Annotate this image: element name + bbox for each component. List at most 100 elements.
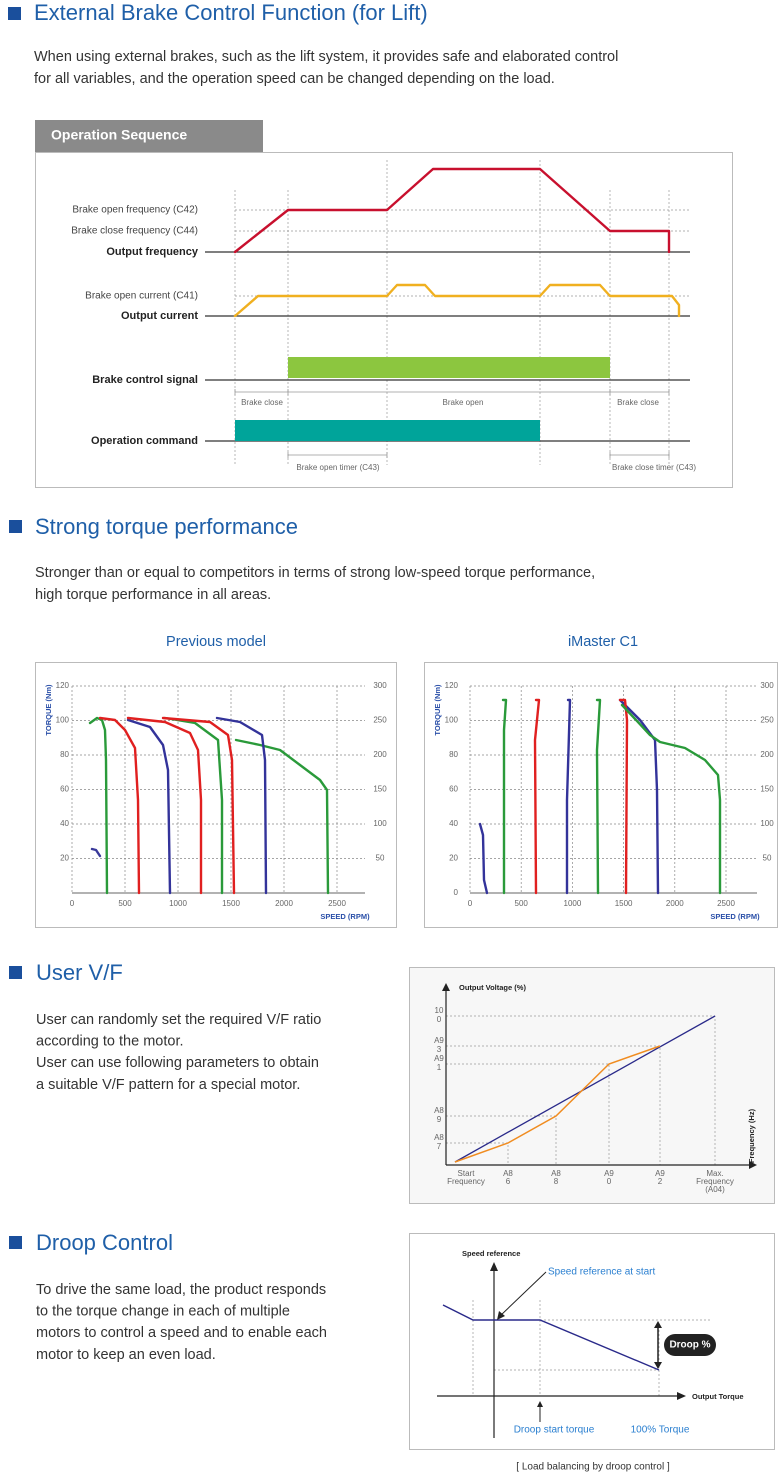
y2-tick-label: 200 (760, 750, 774, 759)
y2-tick-label: 150 (760, 785, 774, 794)
paragraph-line: a suitable V/F pattern for a special mot… (36, 1077, 300, 1093)
operation-sequence (35, 120, 733, 488)
x-axis-label: Output Torque (692, 1392, 744, 1401)
x-tick-label: Max. (706, 1169, 723, 1178)
section-marker (9, 520, 22, 533)
y-tick-label: 0 (437, 1015, 442, 1024)
chart-frame (35, 662, 397, 928)
signal-label: Brake close frequency (C44) (71, 226, 198, 237)
torque-curves-imaster (478, 698, 722, 895)
annotation: Droop start torque (514, 1425, 595, 1436)
vf-diagram (409, 967, 775, 1204)
x-tick-label: 500 (118, 899, 132, 908)
y-tick-label: 20 (60, 854, 69, 863)
y2-tick-label: 200 (373, 750, 387, 759)
x-tick-label: 2000 (275, 899, 293, 908)
paragraph-line: motor to keep an even load. (36, 1347, 216, 1363)
y-tick-label: 100 (445, 716, 459, 725)
y-tick-label: 9 (437, 1115, 442, 1124)
y-tick-label: 10 (435, 1006, 444, 1015)
x-tick-label: A8 (503, 1169, 513, 1178)
droop-diagram (409, 1233, 775, 1450)
x-tick-label: 1000 (564, 899, 582, 908)
signal-label: Operation command (91, 435, 198, 447)
x-tick-label: 2500 (328, 899, 346, 908)
section-title: Strong torque performance (35, 514, 298, 539)
interval-label: Brake open (443, 398, 484, 407)
y-tick-label: 120 (56, 681, 70, 690)
paragraph-line: To drive the same load, the product resp… (36, 1282, 326, 1298)
y2-tick-label: 250 (373, 716, 387, 725)
caption: [ Load balancing by droop control ] (516, 1462, 670, 1473)
y-tick-label: 80 (449, 750, 458, 759)
y-tick-label: A8 (434, 1106, 444, 1115)
x-tick-label: 2000 (666, 899, 684, 908)
signal-label: Output frequency (106, 246, 199, 258)
y-tick-label: 1 (437, 1063, 442, 1072)
y2-tick-label: 50 (376, 854, 385, 863)
signal-label: Brake open current (C41) (85, 291, 198, 302)
x-tick-label: 0 (468, 899, 473, 908)
section-marker (9, 966, 22, 979)
x-tick-label: A9 (655, 1169, 665, 1178)
x-tick-label: Frequency (696, 1177, 734, 1186)
x-tick-label: 8 (554, 1177, 559, 1186)
signal-label: Brake control signal (92, 374, 198, 386)
y-tick-label: A9 (434, 1036, 444, 1045)
x-tick-label: A9 (604, 1169, 614, 1178)
x-axis-label: Frequency (Hz) (747, 1108, 756, 1163)
y-tick-label: 120 (445, 681, 459, 690)
x-tick-label: 6 (506, 1177, 511, 1186)
x-tick-label: (A04) (705, 1185, 725, 1194)
chart-grids (71, 685, 757, 894)
section-marker (9, 1236, 22, 1249)
section-title: User V/F (36, 960, 123, 985)
section-marker (8, 7, 21, 20)
x-tick-label: Frequency (447, 1177, 485, 1186)
y2-tick-label: 250 (760, 716, 774, 725)
droop-label: Droop % (669, 1340, 710, 1351)
y2-tick-label: 50 (763, 854, 772, 863)
interval-label: Brake close (241, 398, 283, 407)
paragraph-line: high torque performance in all areas. (35, 587, 271, 603)
paragraph-line: When using external brakes, such as the … (34, 49, 618, 65)
x-tick-label: A8 (551, 1169, 561, 1178)
annotation: Speed reference at start (548, 1267, 656, 1278)
paragraph-line: for all variables, and the operation spe… (34, 71, 555, 87)
y2-tick-label: 150 (373, 785, 387, 794)
y-tick-label: 80 (60, 750, 69, 759)
paragraph-line: User can use following parameters to obt… (36, 1055, 319, 1071)
x-tick-label: 1500 (222, 899, 240, 908)
x-tick-label: 1000 (169, 899, 187, 908)
x-tick-label: 500 (515, 899, 529, 908)
x-tick-label: 0 (70, 899, 75, 908)
y-tick-label: 60 (60, 785, 69, 794)
chart-title: iMaster C1 (568, 634, 638, 650)
x-axis-label: SPEED (RPM) (710, 912, 760, 921)
section-title: External Brake Control Function (for Lif… (34, 0, 428, 25)
timer-label: Brake open timer (C43) (296, 463, 379, 472)
annotation: 100% Torque (631, 1425, 690, 1436)
signal-label: Output current (121, 310, 198, 322)
y2-tick-label: 300 (373, 681, 387, 690)
paragraph-line: motors to control a speed and to enable … (36, 1325, 327, 1341)
x-tick-label: 2 (658, 1177, 663, 1186)
tab-label: Operation Sequence (51, 127, 187, 143)
x-tick-label: 1500 (615, 899, 633, 908)
y-tick-label: 40 (60, 819, 69, 828)
y-tick-label: A8 (434, 1133, 444, 1142)
y-tick-label: A9 (434, 1054, 444, 1063)
x-tick-label: Start (458, 1169, 476, 1178)
paragraph-line: User can randomly set the required V/F r… (36, 1012, 321, 1028)
y-tick-label: 60 (449, 785, 458, 794)
interval-label: Brake close (617, 398, 659, 407)
y-tick-label: 100 (56, 716, 70, 725)
y-tick-label: 3 (437, 1045, 442, 1054)
paragraph-line: according to the motor. (36, 1034, 184, 1050)
timer-label: Brake close timer (C43) (612, 463, 696, 472)
y2-tick-label: 100 (373, 819, 387, 828)
y-tick-label: 0 (454, 888, 459, 897)
y-axis-label: Output Voltage (%) (459, 983, 526, 992)
x-axis-label: SPEED (RPM) (320, 912, 370, 921)
